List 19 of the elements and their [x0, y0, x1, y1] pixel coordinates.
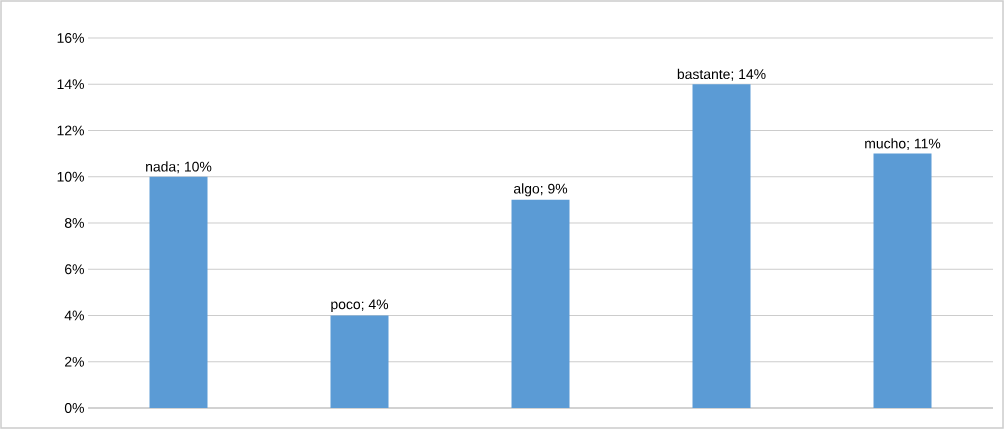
data-label: nada; 10% [146, 161, 212, 174]
y-tick-label: 12% [57, 125, 84, 136]
data-label: mucho; 11% [865, 138, 941, 151]
y-tick-label: 8% [64, 218, 84, 228]
bar [873, 153, 932, 408]
bar [330, 315, 389, 408]
y-tick-label: 14% [57, 79, 84, 90]
data-label: poco; 4% [331, 299, 389, 312]
bar [692, 84, 751, 408]
bar [149, 176, 208, 408]
data-label: bastante; 14% [677, 68, 766, 81]
y-tick-label: 0% [64, 403, 84, 413]
y-tick-label: 4% [64, 310, 84, 321]
bar [511, 199, 570, 408]
y-tick-label: 10% [57, 171, 84, 182]
y-tick-label: 16% [57, 33, 84, 43]
data-label: algo; 9% [513, 183, 568, 197]
y-tick-label: 2% [65, 356, 84, 367]
y-tick-label: 6% [65, 264, 84, 275]
